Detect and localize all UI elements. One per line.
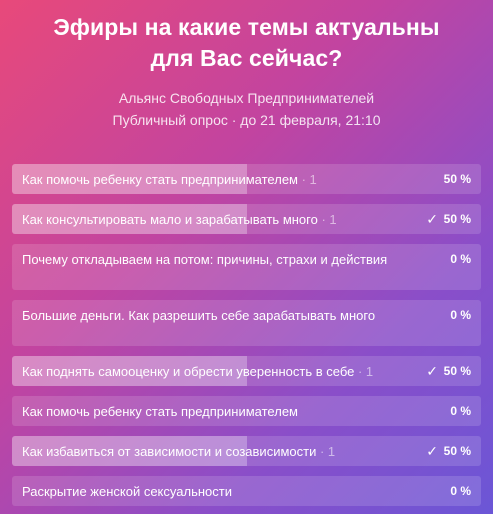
poll-option-fill xyxy=(12,164,247,194)
poll-title: Эфиры на какие темы актуальны для Вас се… xyxy=(20,12,473,74)
poll-option-5[interactable]: Как поднять самооценку и обрести уверенн… xyxy=(12,356,481,386)
poll-option-percent: 0 % xyxy=(450,404,471,418)
poll-option-label: Как помочь ребенку стать предпринимателе… xyxy=(22,172,317,187)
poll-title-line1: Эфиры на какие темы актуальны xyxy=(53,14,440,40)
poll-option-label: Как поднять самооценку и обрести уверенн… xyxy=(22,364,374,379)
poll-option-label: Как консультировать мало и зарабатывать … xyxy=(22,212,337,227)
poll-option-percent: 50 % xyxy=(443,212,471,226)
poll-option-fill xyxy=(12,436,247,466)
poll-option-8[interactable]: Раскрытие женской сексуальности 0 % xyxy=(12,476,481,506)
poll-option-label: Раскрытие женской сексуальности xyxy=(22,484,232,499)
poll-option-percent: 0 % xyxy=(450,484,471,498)
check-icon: ✓ xyxy=(426,443,438,459)
poll-option-3[interactable]: Почему откладываем на потом: причины, ст… xyxy=(12,244,481,290)
poll-option-percent: 50 % xyxy=(443,444,471,458)
poll-option-label: Почему откладываем на потом: причины, ст… xyxy=(22,252,388,267)
poll-option-count: · 1 xyxy=(316,444,336,459)
poll-option-percent: 0 % xyxy=(450,252,471,266)
poll-author[interactable]: Альянс Свободных Предпринимателей xyxy=(118,90,375,106)
poll-option-count: · 1 xyxy=(317,212,337,227)
poll-option-7[interactable]: Как избавиться от зависимости и созависи… xyxy=(12,436,481,466)
poll-option-6[interactable]: Как помочь ребенку стать предпринимателе… xyxy=(12,396,481,426)
poll-option-4[interactable]: Большие деньги. Как разрешить себе зараб… xyxy=(12,300,481,346)
poll-option-2[interactable]: Как консультировать мало и зарабатывать … xyxy=(12,204,481,234)
poll-option-count: · 1 xyxy=(297,172,317,187)
poll-option-percent: 50 % xyxy=(443,172,471,186)
poll-meta: Публичный опрос · до 21 февраля, 21:10 xyxy=(112,112,381,128)
poll-option-label: Большие деньги. Как разрешить себе зараб… xyxy=(22,308,376,323)
poll-option-percent: 50 % xyxy=(443,364,471,378)
poll-option-fill xyxy=(12,356,247,386)
check-icon: ✓ xyxy=(426,211,438,227)
poll-option-fill xyxy=(12,204,247,234)
poll-title-line2: для Вас сейчас? xyxy=(150,45,343,71)
poll-option-label: Как помочь ребенку стать предпринимателе… xyxy=(22,404,298,419)
poll-option-count: · 1 xyxy=(354,364,374,379)
poll-option-label: Как избавиться от зависимости и созависи… xyxy=(22,444,336,459)
check-icon: ✓ xyxy=(426,363,438,379)
poll-option-1[interactable]: Как помочь ребенку стать предпринимателе… xyxy=(12,164,481,194)
poll-option-percent: 0 % xyxy=(450,308,471,322)
